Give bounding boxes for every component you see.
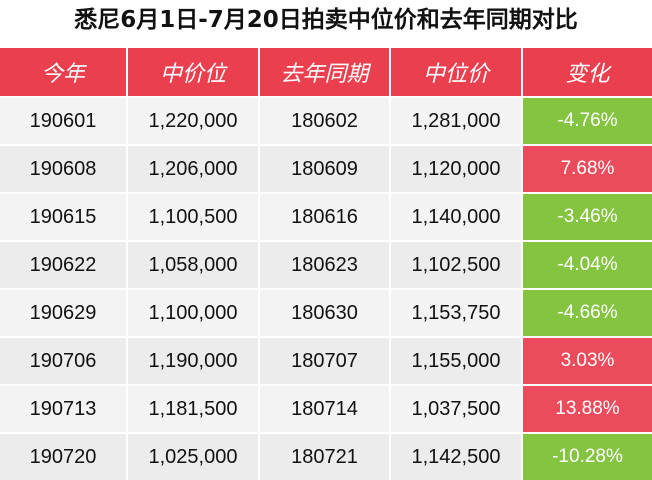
cell-last-year: 180623 [260,242,391,288]
cell-last-year: 180721 [260,434,391,480]
cell-this-year: 190720 [0,434,128,480]
cell-this-median: 1,190,000 [128,338,260,384]
cell-last-median: 1,142,500 [391,434,523,480]
cell-this-year: 190629 [0,290,128,336]
cell-this-median: 1,100,500 [128,194,260,240]
cell-last-year: 180616 [260,194,391,240]
cell-this-median: 1,100,000 [128,290,260,336]
table-row: 190629 1,100,000 180630 1,153,750 -4.66% [0,290,652,336]
cell-change: 3.03% [523,338,652,384]
page-title: 悉尼6月1日-7月20日拍卖中位价和去年同期对比 [74,7,578,33]
header-this-year: 今年 [0,48,128,96]
cell-last-year: 180609 [260,146,391,192]
cell-change: -4.76% [523,98,652,144]
cell-last-year: 180707 [260,338,391,384]
cell-this-year: 190622 [0,242,128,288]
cell-this-year: 190601 [0,98,128,144]
cell-this-year: 190608 [0,146,128,192]
cell-change: -3.46% [523,194,652,240]
cell-last-median: 1,155,000 [391,338,523,384]
cell-change: -10.28% [523,434,652,480]
table-header-row: 今年 中价位 去年同期 中位价 变化 [0,48,652,96]
cell-change: -4.66% [523,290,652,336]
cell-change: 7.68% [523,146,652,192]
cell-this-median: 1,206,000 [128,146,260,192]
table-row: 190713 1,181,500 180714 1,037,500 13.88% [0,386,652,432]
cell-this-median: 1,058,000 [128,242,260,288]
cell-last-median: 1,153,750 [391,290,523,336]
cell-this-year: 190713 [0,386,128,432]
table-row: 190608 1,206,000 180609 1,120,000 7.68% [0,146,652,192]
header-this-median: 中价位 [128,48,260,96]
cell-last-median: 1,102,500 [391,242,523,288]
cell-last-median: 1,037,500 [391,386,523,432]
header-last-median: 中位价 [391,48,523,96]
header-last-year: 去年同期 [260,48,391,96]
cell-this-year: 190706 [0,338,128,384]
table-row: 190706 1,190,000 180707 1,155,000 3.03% [0,338,652,384]
cell-last-year: 180630 [260,290,391,336]
cell-this-year: 190615 [0,194,128,240]
cell-last-median: 1,281,000 [391,98,523,144]
cell-this-median: 1,220,000 [128,98,260,144]
cell-last-median: 1,120,000 [391,146,523,192]
table-row: 190622 1,058,000 180623 1,102,500 -4.04% [0,242,652,288]
table-row: 190601 1,220,000 180602 1,281,000 -4.76% [0,98,652,144]
cell-last-year: 180602 [260,98,391,144]
comparison-table: 今年 中价位 去年同期 中位价 变化 190601 1,220,000 1806… [0,48,652,480]
cell-change: -4.04% [523,242,652,288]
header-change: 变化 [523,48,652,96]
cell-last-median: 1,140,000 [391,194,523,240]
table-row: 190720 1,025,000 180721 1,142,500 -10.28… [0,434,652,480]
table-row: 190615 1,100,500 180616 1,140,000 -3.46% [0,194,652,240]
cell-last-year: 180714 [260,386,391,432]
cell-this-median: 1,025,000 [128,434,260,480]
cell-change: 13.88% [523,386,652,432]
cell-this-median: 1,181,500 [128,386,260,432]
